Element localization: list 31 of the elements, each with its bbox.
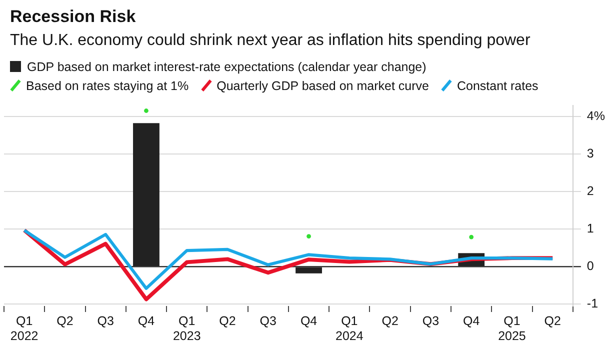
x-tick-label: Q3 <box>422 314 440 328</box>
x-tick-label: Q3 <box>260 314 277 328</box>
y-tick-label: 0 <box>586 259 594 274</box>
point <box>306 234 311 238</box>
y-tick-label: -1 <box>586 296 598 311</box>
x-tick-label: Q3 <box>97 314 114 328</box>
legend-label: Quarterly GDP based on market curve <box>216 78 429 92</box>
point <box>469 234 474 240</box>
chart-subtitle: The U.K. economy could shrink next year as inflation hits spending power <box>10 32 530 50</box>
y-tick-label: 3 <box>586 146 594 161</box>
y-tick-label: 4% <box>586 109 606 124</box>
x-tick-label: Q2 <box>382 314 398 328</box>
x-tick-label: Q4 <box>462 314 480 328</box>
legend-label: Based on rates staying at 1% <box>26 78 189 92</box>
point <box>144 108 148 113</box>
chart-title: Recession Risk <box>10 7 136 27</box>
bar <box>296 267 322 274</box>
x-tick-label: Q4 <box>138 314 155 328</box>
x-tick-label: Q1 2023 <box>172 314 201 343</box>
legend-label: GDP based on market interest-rate expectations (calendar year change) <box>27 60 426 74</box>
x-tick-label: Q1 2022 <box>10 314 38 343</box>
x-tick-label: Q2 <box>219 314 236 328</box>
x-tick-label: Q2 <box>56 314 74 328</box>
x-tick-label: Q4 <box>300 314 318 328</box>
x-tick-label: Q2 <box>544 314 561 328</box>
bar <box>133 123 160 266</box>
legend-label: Constant rates <box>456 78 538 92</box>
x-tick-label: Q1 2024 <box>336 314 364 343</box>
x-tick-label: Q1 2025 <box>498 314 526 343</box>
y-tick-label: 1 <box>586 222 594 236</box>
y-tick-label: 2 <box>586 184 594 198</box>
